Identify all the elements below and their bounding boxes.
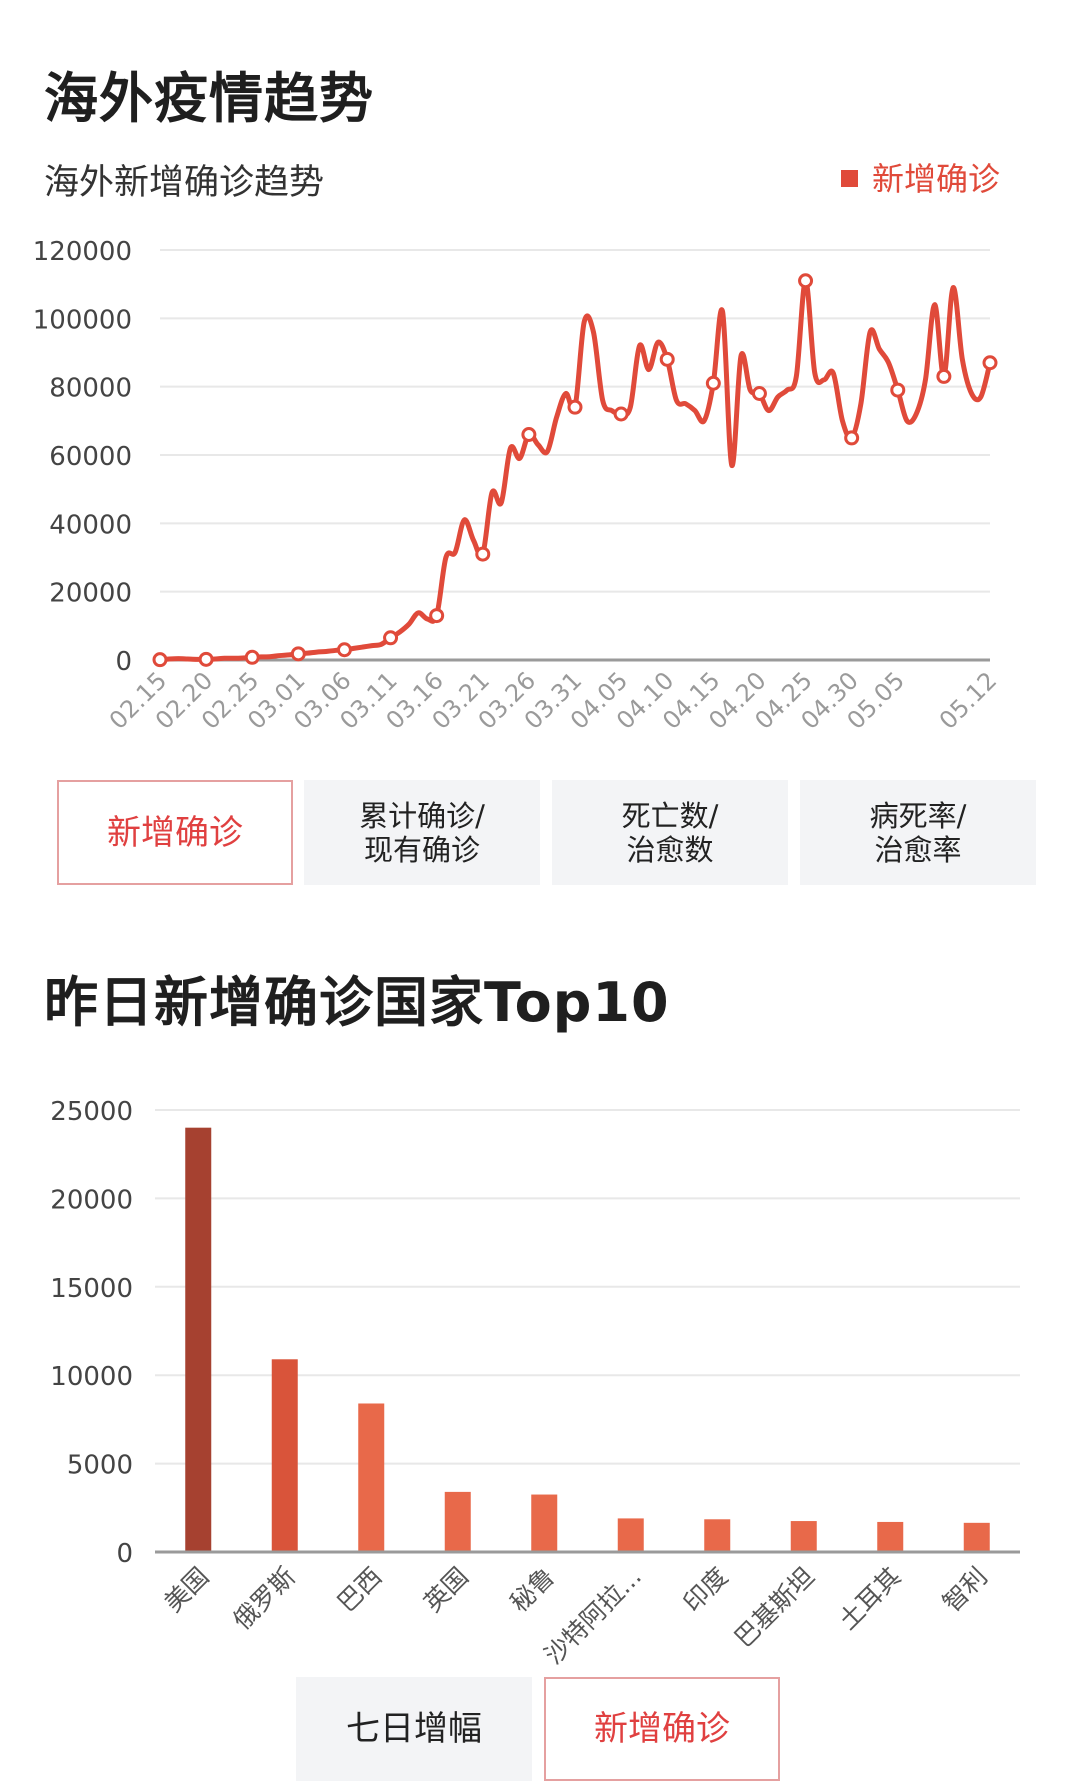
category-label: 美国 (159, 1562, 215, 1618)
y-tick-label: 80000 (49, 374, 132, 404)
section-title-overseas-trend: 海外疫情趋势 (44, 67, 374, 130)
y-tick-label: 25000 (50, 1097, 133, 1127)
data-point (429, 608, 445, 624)
y-tick-label: 0 (115, 647, 132, 677)
y-tick-label: 10000 (50, 1362, 133, 1392)
data-point (290, 646, 306, 662)
chart-legend[interactable]: 新增确诊 (840, 154, 1000, 200)
data-point (982, 355, 998, 371)
data-point (244, 649, 260, 665)
legend-label: 新增确诊 (871, 160, 1000, 198)
data-point (152, 652, 168, 668)
y-tick-label: 20000 (50, 1185, 133, 1215)
section-title-top10-countries: 昨日新增确诊国家Top10 (44, 971, 670, 1034)
data-point (521, 427, 537, 442)
data-point (936, 368, 952, 384)
bar-9 (877, 1521, 904, 1552)
category-label: 智利 (937, 1562, 993, 1618)
bar-3 (358, 1403, 385, 1552)
category-label: 巴西 (332, 1562, 388, 1618)
line-chart: 12000010000080000600004000020000002.1502… (33, 237, 1003, 735)
data-point (798, 273, 814, 289)
category-label: 俄罗斯 (227, 1562, 301, 1636)
data-point (567, 399, 583, 415)
data-point (475, 546, 491, 562)
y-tick-label: 100000 (33, 305, 132, 335)
tab-fatality-recovery-rate[interactable]: 病死率/ 治愈率 (800, 780, 1036, 885)
tab-seven-day-growth[interactable]: 七日增幅 (296, 1677, 532, 1781)
data-point (383, 630, 399, 646)
category-label: 秘鲁 (505, 1562, 561, 1618)
y-tick-label: 60000 (49, 442, 132, 472)
tab-deaths-recovered[interactable]: 死亡数/ 治愈数 (552, 780, 788, 885)
tab-new-confirmed-top10[interactable]: 新增确诊 (544, 1677, 780, 1781)
data-point (705, 375, 721, 391)
data-point (844, 430, 860, 446)
category-label: 英国 (418, 1562, 474, 1618)
y-tick-label: 5000 (67, 1451, 133, 1481)
bar-4 (444, 1491, 471, 1552)
series-line-new-confirmed (159, 278, 993, 663)
tab-cumulative-current-confirmed[interactable]: 累计确诊/ 现有确诊 (304, 780, 540, 885)
bar-8 (790, 1521, 817, 1552)
bar-6 (617, 1518, 644, 1552)
y-tick-label: 120000 (33, 237, 132, 267)
data-point (890, 382, 906, 398)
legend-swatch (840, 170, 858, 187)
y-tick-label: 20000 (49, 579, 132, 609)
category-label: 土耳其 (833, 1562, 907, 1636)
y-tick-label: 15000 (50, 1274, 133, 1304)
chart-title-new-confirmed-trend: 海外新增确诊趋势 (44, 163, 325, 203)
bar-5 (531, 1494, 558, 1552)
y-tick-label: 0 (116, 1539, 133, 1569)
x-tick-label: 05.12 (934, 666, 1002, 734)
data-point (659, 351, 675, 367)
bar-2 (271, 1359, 298, 1552)
bar-10 (963, 1522, 990, 1552)
tab-new-confirmed[interactable]: 新增确诊 (57, 780, 293, 885)
bar-1 (185, 1127, 212, 1552)
category-label: 印度 (678, 1562, 734, 1618)
data-point (336, 642, 352, 658)
category-label: 巴基斯坦 (729, 1562, 820, 1653)
data-point (751, 386, 767, 401)
data-point (198, 651, 214, 667)
data-point (613, 406, 629, 422)
bar-7 (704, 1519, 731, 1552)
y-tick-label: 40000 (49, 510, 132, 540)
